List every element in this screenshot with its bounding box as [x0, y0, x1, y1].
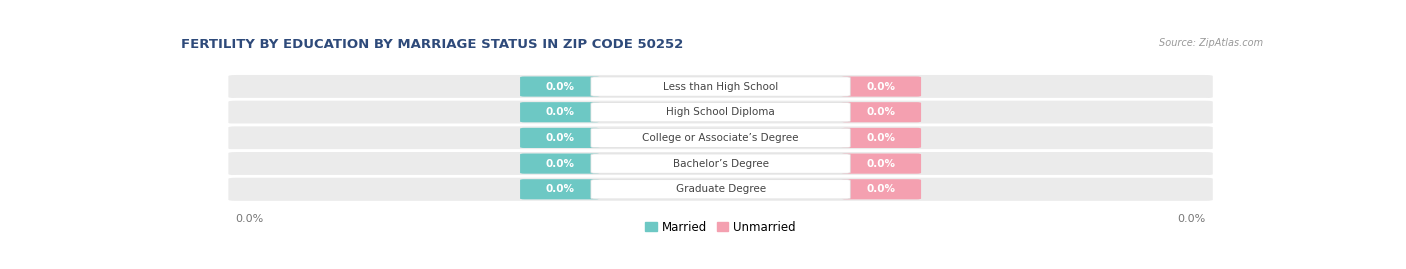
FancyBboxPatch shape	[842, 128, 921, 148]
Text: 0.0%: 0.0%	[1177, 214, 1205, 224]
Text: 0.0%: 0.0%	[546, 107, 575, 117]
Text: Graduate Degree: Graduate Degree	[675, 184, 766, 194]
FancyBboxPatch shape	[226, 176, 1215, 202]
FancyBboxPatch shape	[842, 76, 921, 97]
Text: Source: ZipAtlas.com: Source: ZipAtlas.com	[1159, 38, 1263, 48]
FancyBboxPatch shape	[591, 102, 851, 122]
FancyBboxPatch shape	[226, 151, 1215, 176]
Text: College or Associate’s Degree: College or Associate’s Degree	[643, 133, 799, 143]
FancyBboxPatch shape	[520, 154, 599, 174]
Text: High School Diploma: High School Diploma	[666, 107, 775, 117]
Text: Bachelor’s Degree: Bachelor’s Degree	[672, 159, 769, 169]
FancyBboxPatch shape	[226, 99, 1215, 125]
Text: 0.0%: 0.0%	[866, 82, 896, 91]
FancyBboxPatch shape	[520, 128, 599, 148]
Text: 0.0%: 0.0%	[866, 107, 896, 117]
FancyBboxPatch shape	[842, 154, 921, 174]
FancyBboxPatch shape	[226, 125, 1215, 151]
FancyBboxPatch shape	[842, 102, 921, 122]
Text: 0.0%: 0.0%	[866, 133, 896, 143]
Text: 0.0%: 0.0%	[236, 214, 264, 224]
FancyBboxPatch shape	[591, 180, 851, 199]
Text: 0.0%: 0.0%	[546, 159, 575, 169]
Legend: Married, Unmarried: Married, Unmarried	[645, 221, 796, 233]
Text: 0.0%: 0.0%	[546, 184, 575, 194]
FancyBboxPatch shape	[226, 74, 1215, 100]
FancyBboxPatch shape	[591, 77, 851, 96]
FancyBboxPatch shape	[591, 128, 851, 147]
Text: 0.0%: 0.0%	[866, 159, 896, 169]
FancyBboxPatch shape	[591, 154, 851, 173]
FancyBboxPatch shape	[520, 102, 599, 122]
Text: 0.0%: 0.0%	[866, 184, 896, 194]
Text: FERTILITY BY EDUCATION BY MARRIAGE STATUS IN ZIP CODE 50252: FERTILITY BY EDUCATION BY MARRIAGE STATU…	[181, 38, 683, 51]
Text: 0.0%: 0.0%	[546, 82, 575, 91]
FancyBboxPatch shape	[842, 179, 921, 199]
FancyBboxPatch shape	[520, 179, 599, 199]
Text: 0.0%: 0.0%	[546, 133, 575, 143]
FancyBboxPatch shape	[520, 76, 599, 97]
Text: Less than High School: Less than High School	[664, 82, 778, 91]
